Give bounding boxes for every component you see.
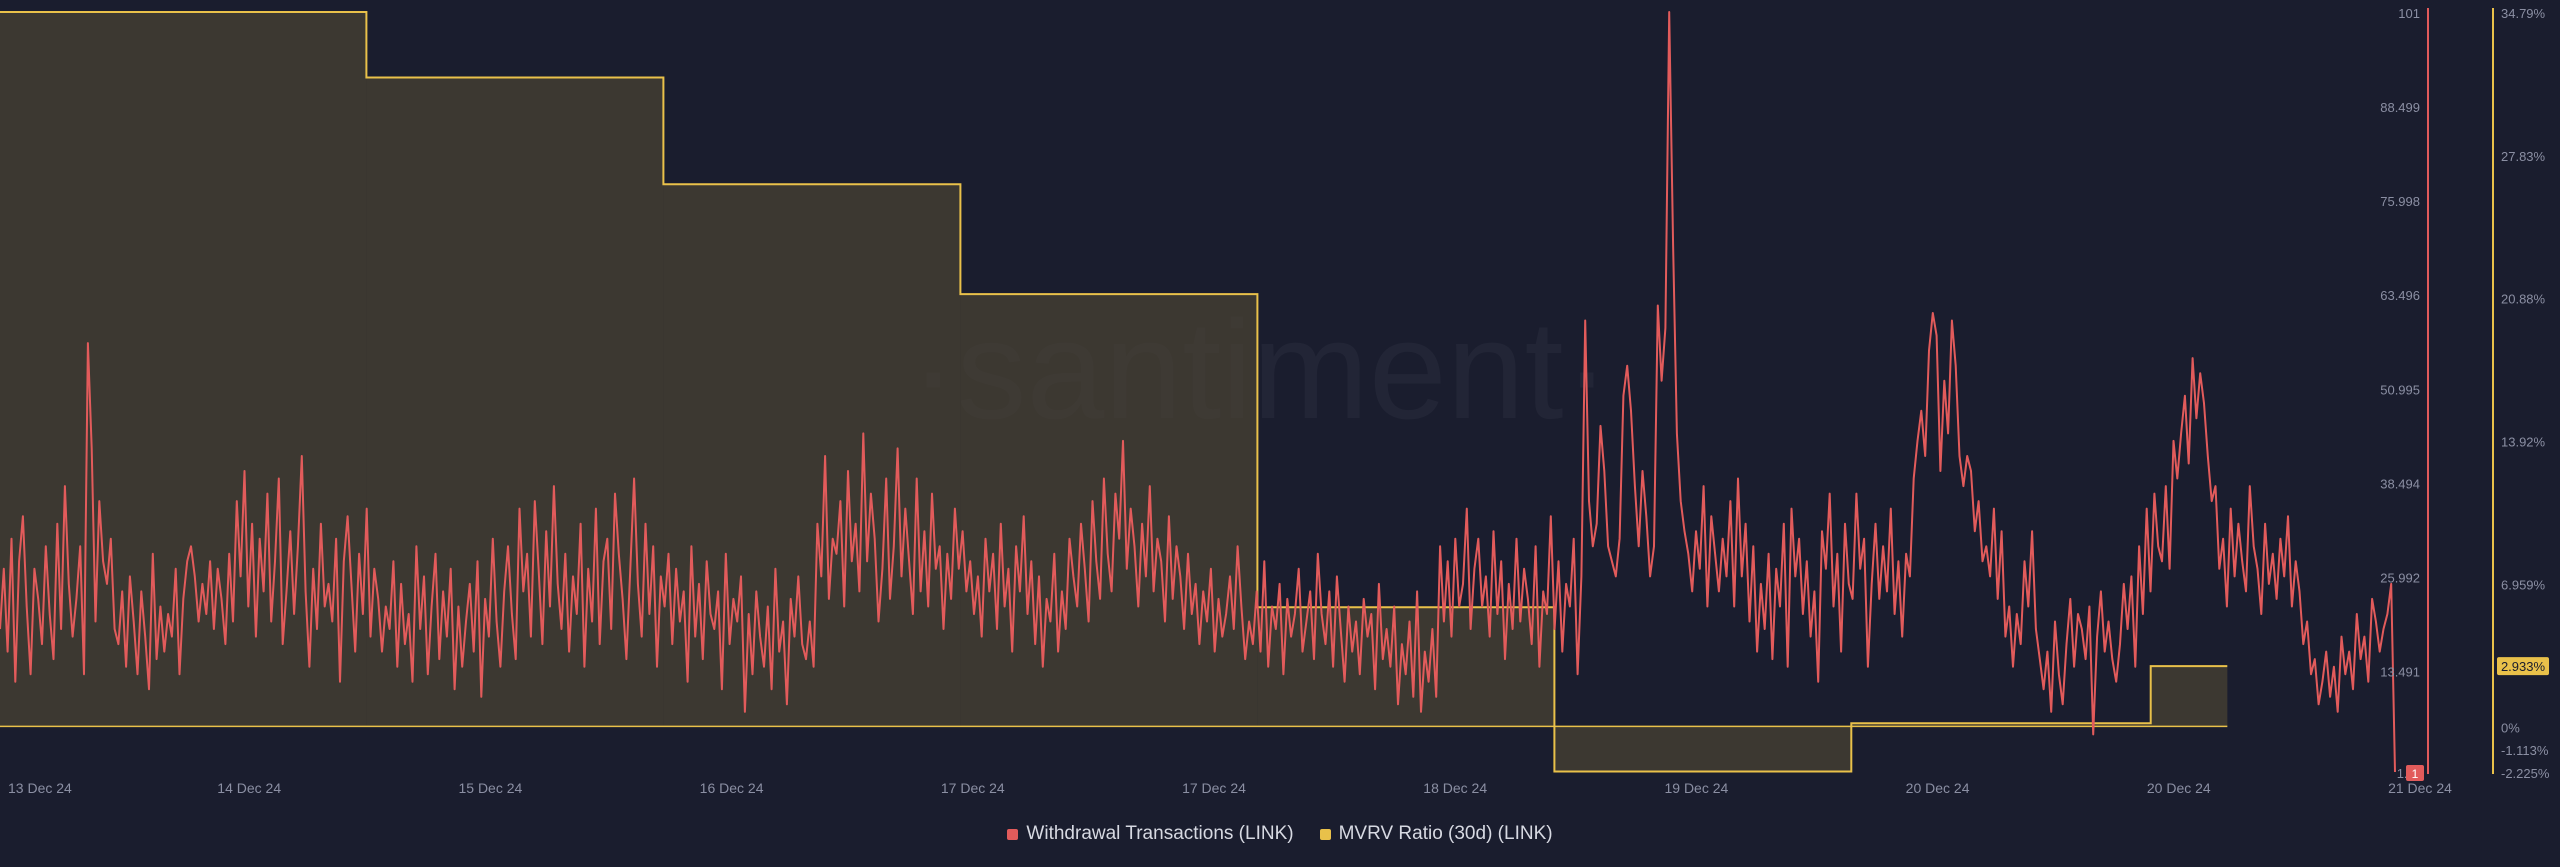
x-tick-label: 14 Dec 24 [217, 780, 281, 796]
withdrawal-series [0, 11, 2396, 773]
left-tick-label: 101 [2398, 6, 2420, 21]
left-axis: 101 88.499 75.998 63.496 50.995 38.494 25.992 1… [2380, 6, 2429, 781]
right-current-value: 2.933% [2501, 659, 2546, 674]
x-tick-label: 15 Dec 24 [458, 780, 522, 796]
legend-item-withdrawal[interactable]: Withdrawal Transactions (LINK) [1007, 823, 1294, 845]
legend-label-withdrawal: Withdrawal Transactions (LINK) [1026, 823, 1294, 844]
left-tick-label: 50.995 [2380, 382, 2420, 397]
right-axis: 34.79% 27.83% 20.88% 13.92% 6.959% 0% -1.113% -… [2492, 6, 2550, 781]
x-tick-label: 21 Dec 24 [2388, 780, 2452, 796]
legend-item-mvrv[interactable]: MVRV Ratio (30d) (LINK) [1319, 823, 1553, 845]
right-tick-label: 13.92% [2501, 435, 2546, 450]
left-tick-label: 88.499 [2380, 100, 2420, 115]
legend: Withdrawal Transactions (LINK) MVRV Rati… [0, 818, 2560, 850]
right-tick-label: 27.83% [2501, 149, 2546, 164]
left-tick-label: 25.992 [2380, 570, 2420, 585]
right-current-badge [2497, 657, 2549, 676]
right-tick-label: 34.79% [2501, 6, 2546, 21]
mvrv-area-6 [1851, 723, 2151, 727]
mvrv-area-5 [1554, 726, 1852, 772]
x-tick-label: 20 Dec 24 [1906, 780, 1970, 796]
x-tick-label: 17 Dec 24 [1182, 780, 1246, 796]
mvrv-area-1 [366, 77, 664, 727]
x-tick-label: 18 Dec 24 [1423, 780, 1487, 796]
right-tick-label: 20.88% [2501, 292, 2546, 307]
x-tick-label: 19 Dec 24 [1664, 780, 1728, 796]
left-tick-label: 38.494 [2380, 476, 2420, 491]
legend-swatch-mvrv [1319, 828, 1331, 840]
legend-label-mvrv: MVRV Ratio (30d) (LINK) [1338, 823, 1553, 844]
right-tick-label: 0% [2501, 720, 2520, 735]
x-tick-label: 13 Dec 24 [8, 780, 72, 796]
withdrawal-line [0, 11, 2396, 773]
left-tick-label: 63.496 [2380, 288, 2420, 303]
left-tick-label: 75.998 [2380, 194, 2420, 209]
x-tick-label: 17 Dec 24 [941, 780, 1005, 796]
left-current-badge [2406, 765, 2424, 781]
left-tick-label: 13.491 [2380, 664, 2420, 679]
x-tick-label: 16 Dec 24 [700, 780, 764, 796]
right-tick-label: -2.225% [2501, 766, 2550, 781]
left-current-value: 1 [2412, 767, 2419, 781]
legend-swatch-withdrawal [1007, 828, 1019, 840]
mvrv-area-7 [2150, 666, 2228, 727]
right-tick-label: 6.959% [2501, 577, 2546, 592]
x-tick-label: 20 Dec 24 [2147, 780, 2211, 796]
mvrv-area-3 [960, 294, 1258, 727]
mvrv-line [0, 11, 2228, 773]
right-tick-label: -1.113% [2501, 743, 2549, 758]
x-axis: 13 Dec 24 14 Dec 24 15 Dec 24 16 Dec 24 17 D… [8, 780, 2452, 796]
